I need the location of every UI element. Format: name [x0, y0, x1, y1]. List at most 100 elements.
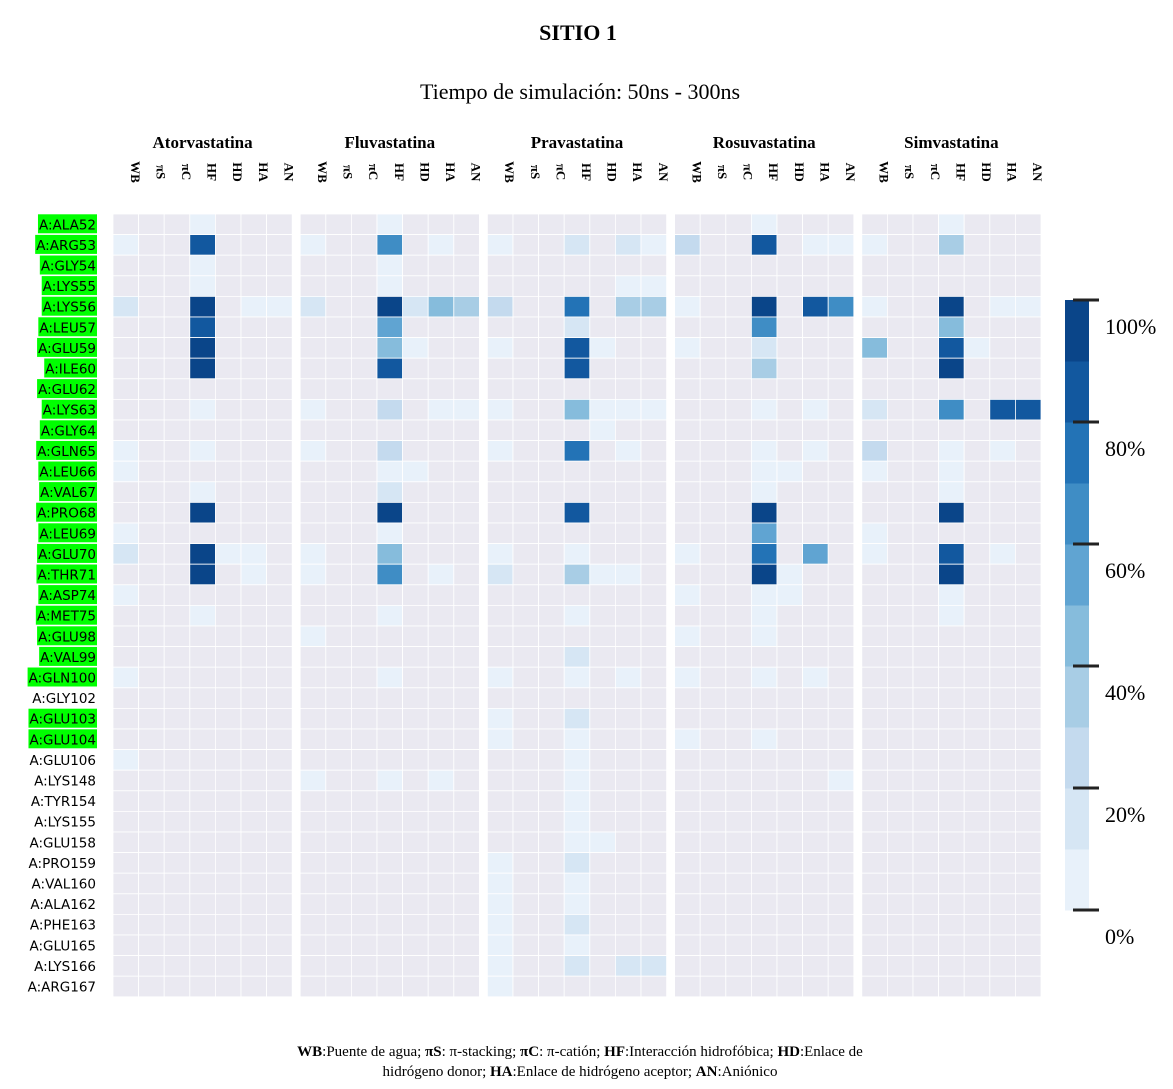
column-label: πC — [553, 164, 568, 181]
heatmap-cell — [376, 460, 404, 483]
heatmap-cell — [512, 646, 540, 668]
heatmap-cell — [776, 460, 804, 483]
heatmap-cell — [402, 811, 429, 833]
heatmap-cell — [163, 398, 191, 421]
heatmap-cell — [163, 852, 191, 874]
row-label: A:VAL99 — [39, 646, 97, 666]
heatmap-cell — [563, 316, 591, 339]
heatmap-cell — [427, 914, 455, 936]
heatmap-cell — [427, 646, 455, 668]
heatmap-cell — [989, 790, 1016, 812]
heatmap-cell — [861, 728, 888, 751]
heatmap-cell — [699, 522, 727, 545]
heatmap-cell — [802, 914, 829, 936]
heatmap-cell — [963, 563, 991, 586]
heatmap-cell — [589, 955, 616, 977]
row-label: A:ALA162 — [30, 897, 96, 913]
heatmap-cell — [138, 543, 165, 565]
heatmap-cell — [887, 460, 914, 483]
heatmap-cell — [912, 275, 940, 297]
heatmap-cell — [427, 790, 455, 812]
heatmap-cell — [350, 852, 378, 874]
heatmap-cell — [938, 254, 965, 277]
colorbar-band — [1065, 666, 1089, 728]
heatmap-cell — [751, 460, 778, 483]
heatmap-cell — [163, 254, 191, 277]
heatmap-cell — [427, 275, 455, 297]
heatmap-cell — [214, 666, 242, 689]
heatmap-cell — [802, 522, 829, 545]
row-label-text: A:VAL99 — [40, 650, 96, 666]
column-label: HF — [766, 163, 781, 181]
heatmap-cell — [699, 316, 727, 339]
heatmap-cell — [163, 522, 191, 545]
heatmap-cell — [640, 501, 668, 524]
row-label-text: A:ARG53 — [36, 238, 96, 254]
heatmap-cell — [827, 337, 855, 359]
heatmap-cell — [640, 893, 668, 915]
heatmap-cell — [163, 790, 191, 812]
heatmap-cell — [376, 481, 404, 503]
heatmap-cell — [299, 749, 327, 771]
heatmap-cell — [699, 275, 727, 297]
heatmap-cell — [266, 852, 293, 874]
heatmap-cell — [299, 213, 327, 236]
heatmap-cell — [453, 831, 480, 854]
heatmap-cell — [887, 316, 914, 339]
heatmap-cell — [350, 687, 378, 709]
row-label-text: A:GLU103 — [29, 712, 96, 728]
heatmap-cell — [214, 357, 242, 380]
heatmap-cell — [912, 790, 940, 812]
row-label: A:GLY54 — [39, 255, 97, 275]
heatmap-cell — [699, 584, 727, 606]
heatmap-cell — [189, 295, 216, 318]
heatmap-cell — [112, 563, 140, 586]
heatmap-cell — [538, 316, 565, 339]
row-label: A:ILE60 — [44, 358, 97, 378]
heatmap-cell — [376, 316, 404, 339]
heatmap-cell — [589, 975, 616, 998]
heatmap-cell — [589, 419, 616, 442]
heatmap-cell — [486, 543, 514, 565]
row-highlight — [37, 626, 97, 646]
row-label-text: A:PHE163 — [30, 918, 96, 934]
heatmap-cell — [615, 687, 642, 709]
heatmap-cell — [640, 811, 668, 833]
heatmap-cell — [214, 687, 242, 709]
heatmap-cell — [402, 728, 429, 751]
heatmap-cell — [861, 790, 888, 812]
row-highlight — [28, 708, 97, 728]
heatmap-cell — [538, 337, 565, 359]
heatmap-cell — [827, 295, 855, 318]
heatmap-cell — [376, 769, 404, 792]
heatmap-cell — [214, 543, 242, 565]
heatmap-cell — [912, 481, 940, 503]
chart-title: SITIO 1 — [539, 20, 617, 45]
heatmap-cell — [453, 666, 480, 689]
colorbar-band — [1065, 361, 1089, 423]
heatmap-cell — [776, 584, 804, 606]
heatmap-cell — [989, 378, 1016, 400]
heatmap-cell — [989, 481, 1016, 503]
heatmap-cell — [615, 625, 642, 648]
heatmap-cell — [325, 893, 352, 915]
heatmap-cell — [538, 646, 565, 668]
heatmap-cell — [453, 975, 480, 998]
heatmap-cell — [725, 543, 752, 565]
heatmap-cell — [751, 687, 778, 709]
heatmap-cell — [827, 811, 855, 833]
heatmap-cell — [751, 213, 778, 236]
heatmap-cell — [189, 749, 216, 771]
row-label: A:LEU66 — [38, 461, 97, 481]
heatmap-cell — [189, 337, 216, 359]
heatmap-cell — [776, 337, 804, 359]
heatmap-cell — [299, 543, 327, 565]
heatmap-cell — [640, 872, 668, 895]
heatmap-cell — [776, 295, 804, 318]
heatmap-cell — [427, 398, 455, 421]
heatmap-cell — [112, 337, 140, 359]
heatmap-cell — [112, 275, 140, 297]
heatmap-cell — [402, 419, 429, 442]
heatmap-cell — [350, 831, 378, 854]
heatmap-cell — [861, 687, 888, 709]
